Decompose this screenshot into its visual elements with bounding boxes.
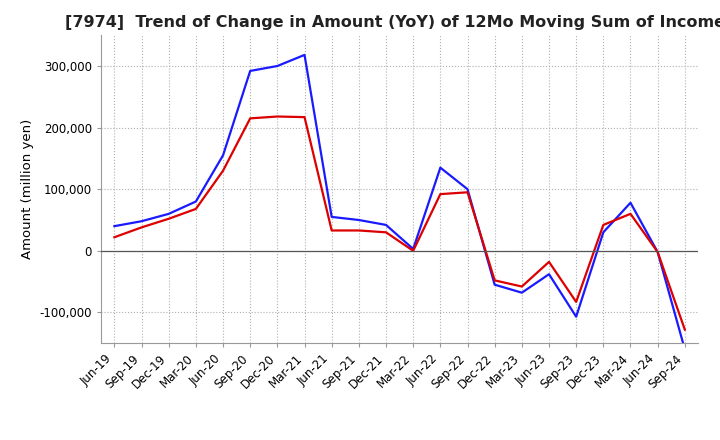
Net Income bbox=[490, 278, 499, 283]
Ordinary Income bbox=[138, 219, 146, 224]
Ordinary Income bbox=[328, 214, 336, 220]
Net Income bbox=[518, 284, 526, 289]
Net Income bbox=[382, 230, 390, 235]
Net Income bbox=[436, 191, 445, 197]
Ordinary Income bbox=[409, 246, 418, 252]
Net Income bbox=[599, 222, 608, 227]
Net Income bbox=[680, 327, 689, 332]
Net Income bbox=[110, 235, 119, 240]
Ordinary Income bbox=[518, 290, 526, 295]
Ordinary Income bbox=[572, 314, 580, 319]
Ordinary Income bbox=[354, 217, 363, 223]
Ordinary Income bbox=[300, 52, 309, 58]
Ordinary Income bbox=[490, 282, 499, 287]
Ordinary Income bbox=[164, 211, 173, 216]
Net Income bbox=[138, 225, 146, 230]
Ordinary Income bbox=[626, 200, 635, 205]
Ordinary Income bbox=[219, 153, 228, 158]
Line: Net Income: Net Income bbox=[114, 117, 685, 330]
Net Income bbox=[192, 206, 200, 212]
Ordinary Income bbox=[653, 249, 662, 255]
Net Income bbox=[328, 228, 336, 233]
Ordinary Income bbox=[545, 271, 554, 277]
Ordinary Income bbox=[192, 199, 200, 204]
Title: [7974]  Trend of Change in Amount (YoY) of 12Mo Moving Sum of Incomes: [7974] Trend of Change in Amount (YoY) o… bbox=[65, 15, 720, 30]
Ordinary Income bbox=[273, 63, 282, 69]
Ordinary Income bbox=[599, 230, 608, 235]
Net Income bbox=[409, 248, 418, 253]
Net Income bbox=[354, 228, 363, 233]
Net Income bbox=[300, 114, 309, 120]
Net Income bbox=[626, 211, 635, 216]
Net Income bbox=[653, 249, 662, 255]
Ordinary Income bbox=[680, 347, 689, 352]
Net Income bbox=[164, 216, 173, 221]
Net Income bbox=[273, 114, 282, 119]
Net Income bbox=[572, 299, 580, 304]
Line: Ordinary Income: Ordinary Income bbox=[114, 55, 685, 349]
Net Income bbox=[545, 259, 554, 264]
Net Income bbox=[246, 116, 255, 121]
Ordinary Income bbox=[110, 224, 119, 229]
Y-axis label: Amount (million yen): Amount (million yen) bbox=[21, 119, 34, 259]
Net Income bbox=[463, 190, 472, 195]
Ordinary Income bbox=[463, 187, 472, 192]
Net Income bbox=[219, 168, 228, 173]
Ordinary Income bbox=[436, 165, 445, 170]
Ordinary Income bbox=[382, 222, 390, 227]
Ordinary Income bbox=[246, 68, 255, 73]
